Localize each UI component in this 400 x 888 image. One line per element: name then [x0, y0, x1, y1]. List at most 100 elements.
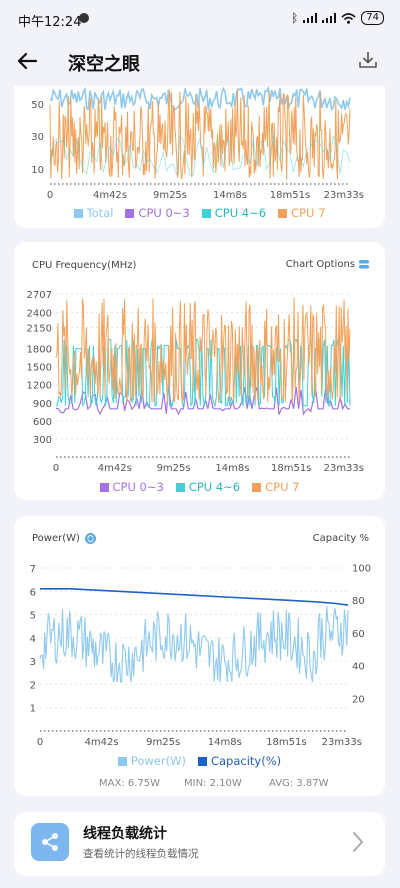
legend-item-capacity: Capacity(%)	[197, 754, 282, 768]
chart-title: Power(W)	[32, 533, 80, 544]
x-tick-label: 14m8s	[213, 190, 247, 201]
power-chart: 7 6 5 4 3 2 1 100 80 60 40 20 0 4m42s 9m25s 14m8s 18m51s…	[30, 564, 371, 748]
cpu-frequency-legend: CPU 0~3 CPU 4~6 CPU 7	[14, 480, 385, 494]
legend-swatch	[278, 208, 288, 218]
power-avg: AVG: 3.87W	[269, 778, 329, 789]
y-tick-label: 7	[30, 564, 36, 575]
cpu-usage-legend: Total CPU 0~3 CPU 4~6 CPU 7	[14, 206, 385, 220]
x-tick-label: 18m51s	[266, 737, 306, 748]
series-line-capacity	[40, 588, 349, 606]
cpu-usage-chart: 50 30 10 0 4m42s 9m25s 14m8s 18m51s 23m33s	[31, 86, 364, 201]
legend-swatch	[73, 208, 83, 218]
y2-tick-label: 100	[352, 564, 371, 575]
legend-label: CPU 0~3	[138, 206, 190, 220]
y-tick-label: 4	[30, 634, 36, 645]
series-line-total	[49, 86, 351, 112]
refresh-icon[interactable]	[84, 533, 96, 544]
x-tick-label: 9m25s	[157, 463, 191, 474]
y-tick-label: 1800	[27, 345, 52, 356]
y-tick-label: 10	[31, 165, 44, 176]
legend-swatch	[125, 208, 135, 218]
thread-load-card[interactable]: 线程负载统计 查看统计的线程负载情况	[14, 812, 385, 876]
legend-swatch	[117, 756, 127, 766]
back-arrow-icon[interactable]	[14, 47, 42, 75]
download-icon[interactable]	[358, 50, 378, 70]
legend-label: CPU 7	[265, 480, 300, 494]
x-tick-label: 14m8s	[215, 463, 249, 474]
cpu-usage-card: 50 30 10 0 4m42s 9m25s 14m8s 18m51s 23m33s Total…	[14, 86, 385, 228]
capacity-title: Capacity %	[312, 533, 369, 544]
power-max: MAX: 6.75W	[99, 778, 161, 789]
legend-label: CPU 4~6	[214, 206, 267, 220]
thread-load-title: 线程负载统计	[83, 826, 167, 842]
options-icon	[359, 260, 369, 269]
battery-icon: 74	[361, 11, 384, 25]
y-tick-label: 2707	[27, 290, 52, 301]
chart-options-label: Chart Options	[285, 259, 355, 270]
y-tick-label: 30	[31, 132, 44, 143]
series-line-power	[39, 605, 349, 683]
x-tick-label: 9m25s	[153, 190, 187, 201]
legend-item-cpu-4-6: CPU 4~6	[175, 480, 241, 494]
legend-swatch	[197, 756, 207, 766]
signal-icon	[322, 13, 337, 23]
series-line-cpu-7	[49, 90, 351, 180]
legend-label: CPU 4~6	[188, 480, 241, 494]
bluetooth-icon: ᛒ	[291, 11, 299, 25]
legend-item-power: Power(W)	[117, 754, 186, 768]
notification-icon	[79, 13, 89, 23]
thread-load-subtitle: 查看统计的线程负载情况	[83, 848, 199, 860]
legend-item-cpu-0-3: CPU 0~3	[125, 206, 190, 220]
y2-tick-label: 20	[352, 694, 365, 705]
y-tick-label: 5	[30, 611, 36, 622]
y-tick-label: 900	[33, 399, 52, 410]
y2-tick-label: 60	[352, 629, 365, 640]
page-title: 深空之眼	[68, 54, 140, 75]
y-tick-label: 1	[30, 704, 36, 715]
chart-options-button[interactable]: Chart Options	[286, 259, 369, 270]
y-tick-label: 1500	[27, 363, 52, 374]
y-tick-label: 1200	[27, 381, 52, 392]
chart-title: CPU Frequency(MHz)	[32, 260, 137, 271]
legend-swatch	[252, 482, 262, 492]
y-tick-label: 2150	[27, 324, 52, 335]
legend-label: CPU 7	[291, 206, 326, 220]
cpu-frequency-card: CPU Frequency(MHz) Chart Options 2707 240…	[14, 242, 385, 500]
x-tick-label: 14m8s	[208, 737, 242, 748]
share-icon	[31, 823, 69, 861]
legend-label: CPU 0~3	[112, 480, 164, 494]
y-tick-label: 2	[30, 680, 36, 691]
y-tick-label: 2400	[27, 308, 52, 319]
y2-tick-label: 40	[352, 662, 365, 673]
legend-swatch	[175, 482, 185, 492]
series-line-cpu-7	[55, 297, 351, 404]
y-tick-label: 6	[30, 587, 36, 598]
app-bar: 深空之眼	[0, 38, 400, 84]
signal-icon	[303, 13, 318, 23]
legend-label: Power(W)	[130, 754, 186, 768]
y-tick-label: 3	[30, 657, 36, 668]
legend-swatch	[201, 208, 211, 218]
power-legend: Power(W) Capacity(%)	[14, 754, 385, 768]
x-tick-label: 18m51s	[271, 463, 311, 474]
legend-swatch	[99, 482, 109, 492]
legend-item-cpu-4-6: CPU 4~6	[201, 206, 267, 220]
power-card: Power(W) Capacity % 7 6 5 4 3 2 1 100 80 60 40 20 0 4…	[14, 516, 385, 796]
power-title: Power(W)	[32, 533, 96, 544]
legend-label: Total	[86, 206, 114, 220]
x-tick-label: 0	[47, 190, 53, 201]
x-tick-label: 0	[53, 463, 59, 474]
legend-item-total: Total	[73, 206, 114, 220]
x-tick-label: 9m25s	[146, 737, 180, 748]
x-tick-label: 23m33s	[324, 463, 364, 474]
legend-item-cpu-7: CPU 7	[278, 206, 325, 220]
x-tick-label: 4m42s	[98, 463, 132, 474]
legend-label: Capacity(%)	[210, 754, 282, 768]
x-tick-label: 18m51s	[270, 190, 310, 201]
legend-item-cpu-0-3: CPU 0~3	[99, 480, 164, 494]
series-line-cpu-4-6	[49, 134, 351, 176]
y-tick-label: 600	[33, 417, 52, 428]
x-tick-label: 23m33s	[324, 190, 364, 201]
status-bar: 中午12:24 ᛒ 74	[0, 0, 400, 38]
status-icons: ᛒ 74	[291, 11, 384, 25]
